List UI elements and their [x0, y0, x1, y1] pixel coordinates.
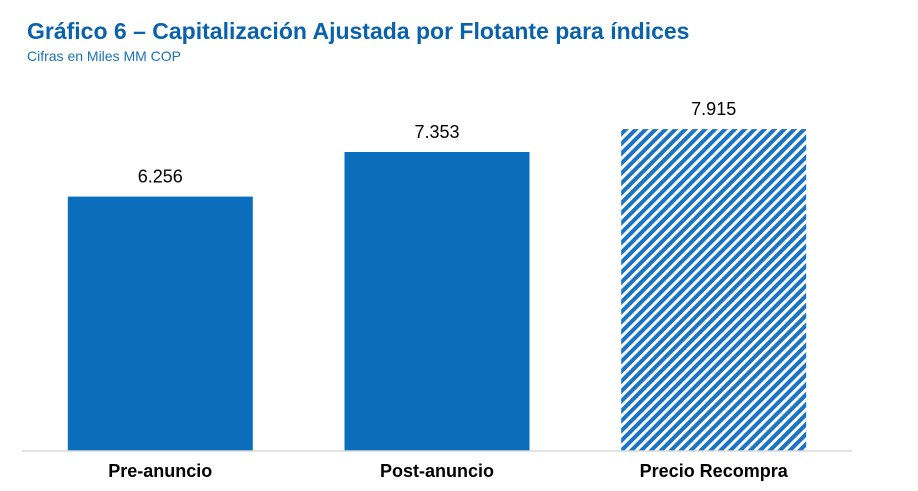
- bar-value-label: 6.256: [138, 167, 183, 187]
- chart-subtitle: Cifras en Miles MM COP: [27, 48, 182, 64]
- x-tick-label: Precio Recompra: [640, 461, 789, 481]
- bar-value-label: 7.915: [691, 99, 736, 119]
- bar-pre-anuncio: [67, 196, 253, 451]
- bars-layer: [67, 129, 807, 451]
- bar-precio-recompra: [621, 129, 807, 451]
- x-tick-label: Post-anuncio: [380, 461, 494, 481]
- bar-post-anuncio: [344, 152, 530, 451]
- bar-value-label: 7.353: [414, 122, 459, 142]
- labels-layer: 6.256 Pre-anuncio 7.353 Post-anuncio 7.915 Pr…: [108, 99, 788, 481]
- x-tick-label: Pre-anuncio: [108, 461, 212, 481]
- chart-title: Gráfico 6 – Capitalización Ajustada por …: [27, 18, 690, 44]
